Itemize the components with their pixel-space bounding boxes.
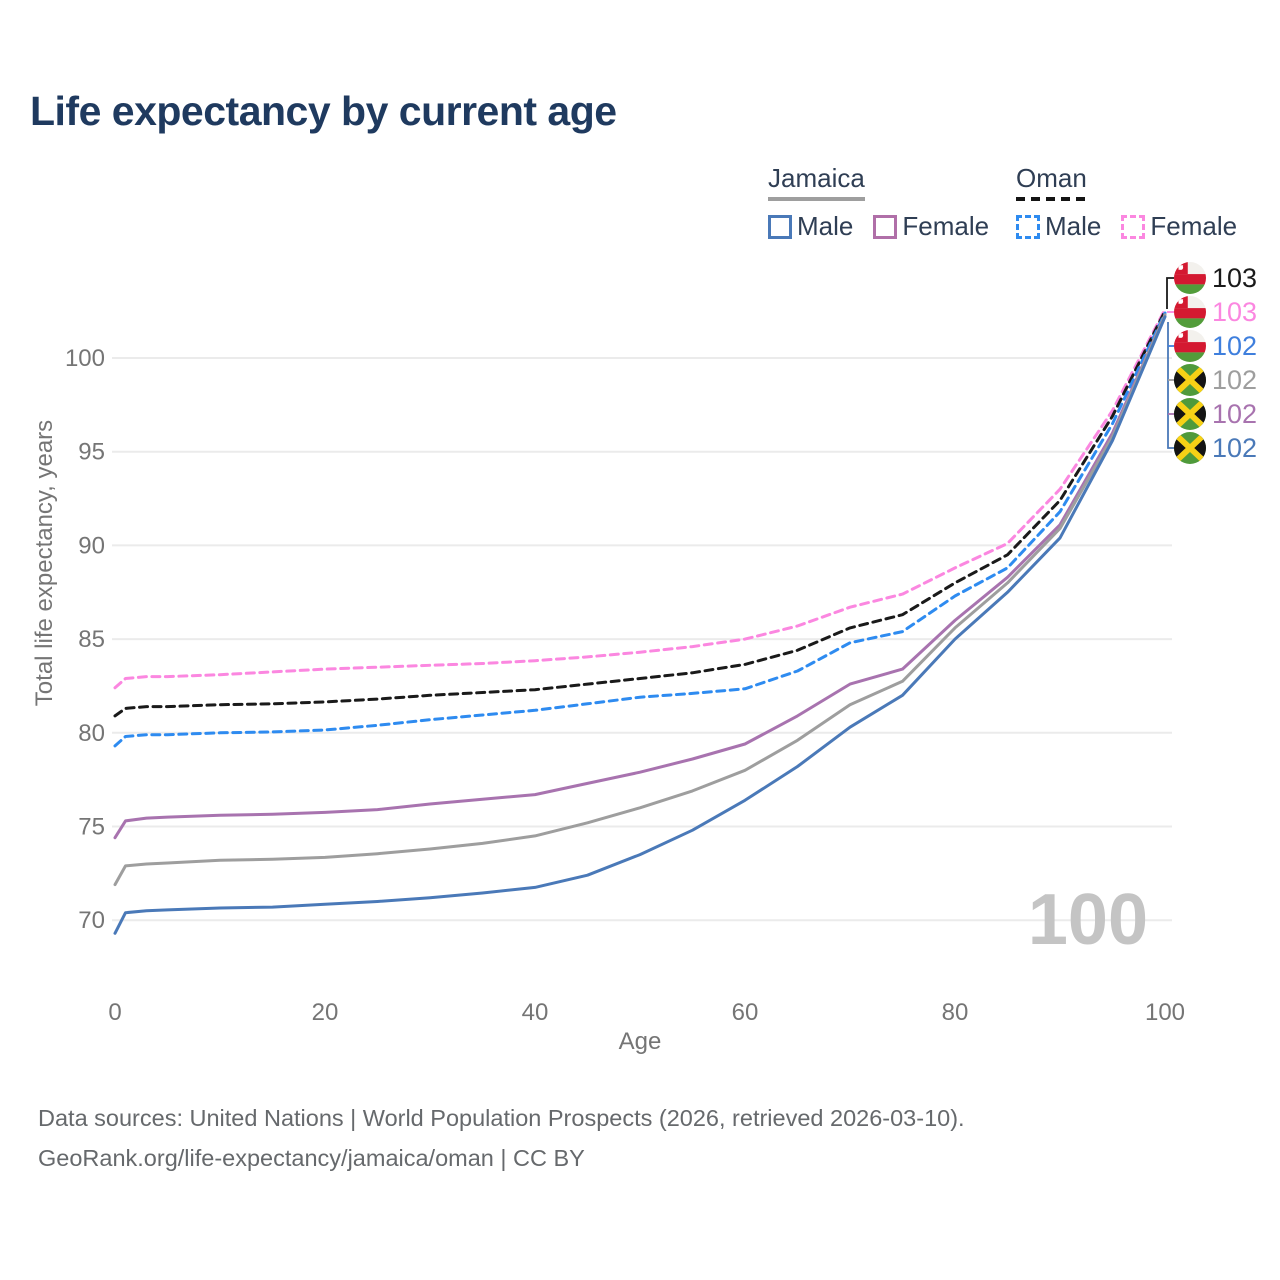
end-value: 102 xyxy=(1212,330,1258,361)
series-line-jamaica-total[interactable] xyxy=(113,313,1167,887)
end-row-jamaica-female: 102 xyxy=(1174,397,1257,431)
end-row-oman-male: 102 xyxy=(1174,329,1257,363)
legend-swatch-oman-male[interactable] xyxy=(1016,214,1040,239)
legend-underline-oman xyxy=(1016,197,1087,201)
gridlines xyxy=(112,357,1172,922)
legend-country-oman[interactable]: Oman xyxy=(1016,163,1087,193)
source-url-line: GeoRank.org/life-expectancy/jamaica/oman… xyxy=(38,1145,585,1171)
series-lines xyxy=(113,307,1167,935)
oman-flag-icon xyxy=(1174,296,1206,328)
oman-flag-icon xyxy=(1174,330,1206,362)
legend-group-oman: Oman Male Female xyxy=(1016,163,1237,242)
legend-underline-jamaica xyxy=(768,197,865,201)
jamaica-flag-icon xyxy=(1174,398,1206,430)
legend-item-jamaica-male[interactable]: Male xyxy=(768,211,853,242)
legend-item-jamaica-female[interactable]: Female xyxy=(873,211,989,242)
end-label-leader-lines xyxy=(1166,277,1174,449)
end-value: 102 xyxy=(1212,432,1258,463)
data-sources-line: Data sources: United Nations | World Pop… xyxy=(38,1105,965,1131)
legend-country-jamaica[interactable]: Jamaica xyxy=(768,163,865,193)
svg-text:95: 95 xyxy=(78,439,105,466)
legend-swatch-oman-female[interactable] xyxy=(1121,214,1146,239)
legend-label-oman-female: Female xyxy=(1150,211,1238,241)
legend-item-oman-male[interactable]: Male xyxy=(1016,211,1101,242)
oman-flag-icon xyxy=(1174,262,1206,294)
svg-text:100: 100 xyxy=(65,345,105,372)
series-line-jamaica-female[interactable] xyxy=(113,313,1167,840)
svg-text:40: 40 xyxy=(522,999,549,1026)
svg-text:100: 100 xyxy=(1145,999,1185,1026)
svg-text:80: 80 xyxy=(942,999,969,1026)
end-value: 103 xyxy=(1212,296,1258,327)
end-value: 103 xyxy=(1212,262,1258,293)
end-row-oman-female: 103 xyxy=(1174,295,1257,329)
end-row-oman-total: 103 xyxy=(1174,261,1257,295)
legend-item-oman-female[interactable]: Female xyxy=(1121,211,1237,242)
end-row-jamaica-male: 102 xyxy=(1174,431,1257,465)
series-line-oman-total[interactable] xyxy=(113,309,1167,718)
svg-text:0: 0 xyxy=(108,999,121,1026)
end-value: 102 xyxy=(1212,364,1258,395)
age-watermark: 100 xyxy=(1028,880,1148,960)
svg-text:75: 75 xyxy=(78,814,105,841)
svg-text:90: 90 xyxy=(78,532,105,559)
legend-label-jamaica-female: Female xyxy=(902,211,990,241)
svg-text:80: 80 xyxy=(78,720,105,747)
legend-group-jamaica: Jamaica Male Female xyxy=(768,163,989,242)
series-line-oman-female[interactable] xyxy=(113,307,1167,690)
legend-label-jamaica-male: Male xyxy=(797,211,854,241)
svg-text:60: 60 xyxy=(732,999,759,1026)
svg-text:85: 85 xyxy=(78,626,105,653)
jamaica-flag-icon xyxy=(1174,432,1206,464)
axis-tick-labels: 100 95 90 85 80 75 70 0 20 40 60 80 100 xyxy=(65,345,1185,1026)
end-value-labels: 103 103 102 102 102 xyxy=(1174,261,1257,465)
end-row-jamaica-total: 102 xyxy=(1174,363,1257,397)
legend-swatch-jamaica-male[interactable] xyxy=(768,214,792,239)
legend-swatch-jamaica-female[interactable] xyxy=(873,214,898,239)
legend-label-oman-male: Male xyxy=(1045,211,1102,241)
jamaica-flag-icon xyxy=(1174,364,1206,396)
y-axis-title: Total life expectancy, years xyxy=(31,419,58,707)
series-line-jamaica-male[interactable] xyxy=(113,315,1167,935)
series-line-oman-male[interactable] xyxy=(113,311,1167,748)
page-title: Life expectancy by current age xyxy=(30,88,617,134)
end-value: 102 xyxy=(1212,398,1258,429)
x-axis-title: Age xyxy=(618,1028,662,1055)
svg-text:70: 70 xyxy=(78,907,105,934)
attribution-footer: Data sources: United Nations | World Pop… xyxy=(38,1098,965,1178)
svg-text:20: 20 xyxy=(312,999,339,1026)
